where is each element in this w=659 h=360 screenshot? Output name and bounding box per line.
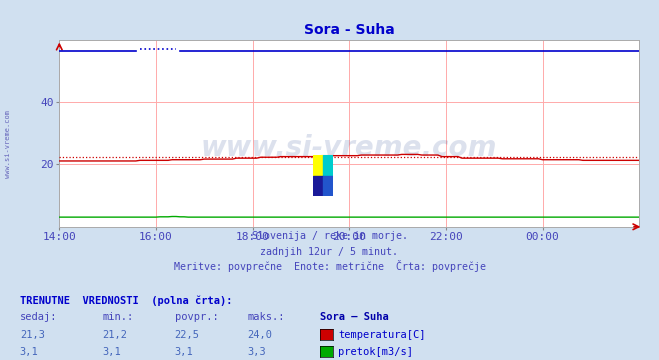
Text: maks.:: maks.: bbox=[247, 312, 285, 323]
Text: 21,2: 21,2 bbox=[102, 330, 127, 340]
Polygon shape bbox=[313, 155, 323, 175]
Text: 3,3: 3,3 bbox=[247, 347, 266, 357]
Text: 21,3: 21,3 bbox=[20, 330, 45, 340]
Text: 22,5: 22,5 bbox=[175, 330, 200, 340]
Text: 3,1: 3,1 bbox=[20, 347, 38, 357]
Text: Slovenija / reke in morje.: Slovenija / reke in morje. bbox=[252, 231, 407, 242]
Polygon shape bbox=[323, 175, 333, 196]
Polygon shape bbox=[313, 175, 323, 196]
Text: Meritve: povprečne  Enote: metrične  Črta: povprečje: Meritve: povprečne Enote: metrične Črta:… bbox=[173, 260, 486, 272]
Polygon shape bbox=[323, 155, 333, 175]
Text: www.si-vreme.com: www.si-vreme.com bbox=[5, 110, 11, 178]
Text: TRENUTNE  VREDNOSTI  (polna črta):: TRENUTNE VREDNOSTI (polna črta): bbox=[20, 296, 232, 306]
Text: 3,1: 3,1 bbox=[175, 347, 193, 357]
Text: www.si-vreme.com: www.si-vreme.com bbox=[201, 134, 498, 162]
Text: sedaj:: sedaj: bbox=[20, 312, 57, 323]
Text: Sora – Suha: Sora – Suha bbox=[320, 312, 388, 323]
Text: 3,1: 3,1 bbox=[102, 347, 121, 357]
Title: Sora - Suha: Sora - Suha bbox=[304, 23, 395, 37]
Text: pretok[m3/s]: pretok[m3/s] bbox=[338, 347, 413, 357]
Text: povpr.:: povpr.: bbox=[175, 312, 218, 323]
Text: 24,0: 24,0 bbox=[247, 330, 272, 340]
Text: temperatura[C]: temperatura[C] bbox=[338, 330, 426, 340]
Text: zadnjih 12ur / 5 minut.: zadnjih 12ur / 5 minut. bbox=[260, 247, 399, 257]
Text: min.:: min.: bbox=[102, 312, 133, 323]
